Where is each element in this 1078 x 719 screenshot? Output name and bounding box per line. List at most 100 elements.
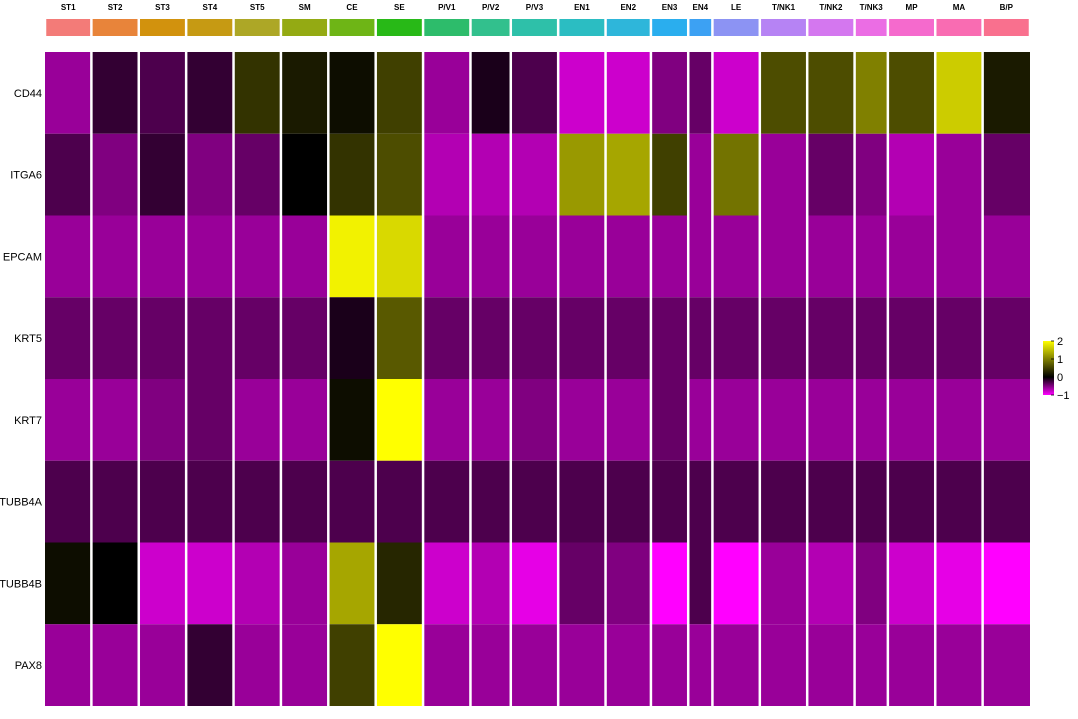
heatmap-cell — [558, 297, 606, 379]
heatmap-cell — [558, 542, 606, 625]
heatmap-cell — [470, 297, 511, 379]
gene-label: TUBB4B — [0, 578, 42, 590]
cluster-separator — [137, 52, 141, 706]
heatmap-cell — [605, 624, 651, 706]
cluster-label: T/NK2 — [819, 3, 843, 12]
heatmap-cell — [138, 460, 187, 543]
cluster-label: ST3 — [155, 3, 170, 12]
cluster-color-bar — [512, 19, 557, 36]
heatmap-cell — [887, 379, 936, 461]
heatmap-cell — [470, 133, 511, 216]
heatmap-cell — [91, 52, 139, 134]
cluster-separator — [711, 52, 714, 706]
heatmap-cell — [982, 460, 1030, 543]
heatmap-cell — [982, 542, 1030, 625]
heatmap-cell — [935, 460, 983, 543]
heatmap-cell — [510, 460, 559, 543]
cluster-separator — [509, 52, 513, 706]
cluster-label: CE — [346, 3, 358, 12]
heatmap-cell — [887, 460, 936, 543]
cluster-separator — [604, 52, 607, 706]
heatmap-cell — [510, 379, 559, 461]
cluster-label: MP — [906, 3, 919, 12]
heatmap-cell — [91, 215, 139, 298]
heatmap-cell — [45, 133, 92, 216]
heatmap-cell — [470, 379, 511, 461]
cluster-color-bar — [234, 19, 280, 36]
heatmap-cell — [280, 297, 329, 379]
heatmap-cell — [712, 215, 760, 298]
heatmap-cell — [423, 460, 471, 543]
gene-label: KRT5 — [14, 333, 42, 345]
heatmap-cell — [558, 624, 606, 706]
heatmap-cell — [712, 542, 760, 625]
cluster-separator — [556, 52, 560, 706]
heatmap-cell — [423, 379, 471, 461]
heatmap-cell — [688, 379, 713, 461]
heatmap-cell — [935, 542, 983, 625]
heatmap-cell — [854, 624, 888, 706]
heatmap-cell — [510, 215, 559, 298]
heatmap-cell — [759, 542, 808, 625]
heatmap-cell — [328, 52, 376, 134]
gene-label: ITGA6 — [10, 170, 42, 182]
heatmap-cell — [650, 624, 689, 706]
cluster-separator — [90, 52, 93, 706]
heatmap-cell — [558, 215, 606, 298]
heatmap-cell — [605, 460, 651, 543]
heatmap-cell — [759, 460, 808, 543]
cluster-color-bar — [329, 19, 375, 36]
heatmap-cell — [982, 624, 1030, 706]
heatmap-cell — [91, 379, 139, 461]
heatmap-cell — [759, 624, 808, 706]
heatmap-cell — [558, 52, 606, 134]
heatmap-cell — [91, 460, 139, 543]
heatmap-cell — [935, 624, 983, 706]
heatmap-cell — [423, 133, 471, 216]
heatmap-cell — [712, 297, 760, 379]
heatmap-cell — [650, 133, 689, 216]
heatmap-cell — [423, 215, 471, 298]
heatmap-cell — [45, 379, 92, 461]
heatmap-cell — [650, 215, 689, 298]
heatmap-cell — [423, 297, 471, 379]
heatmap-cell — [375, 542, 424, 625]
heatmap-cell — [328, 133, 376, 216]
gene-labels: CD44 ITGA6 EPCAM KRT5 KRT7 TUBB4A TUBB4B PAX8 — [0, 88, 43, 672]
heatmap-cell — [807, 297, 855, 379]
heatmap-cell — [982, 379, 1030, 461]
heatmap-cell — [328, 542, 376, 625]
cluster-color-bar — [983, 19, 1029, 36]
heatmap-cell — [887, 52, 936, 134]
cluster-color-bar — [187, 19, 233, 36]
heatmap-cell — [233, 52, 281, 134]
heatmap-cell — [935, 52, 983, 134]
heatmap-cell — [605, 379, 651, 461]
heatmap-cell — [688, 624, 713, 706]
cluster-separator — [758, 52, 762, 706]
cluster-color-bar — [652, 19, 687, 36]
cluster-color-bar — [282, 19, 328, 36]
cluster-color-bar — [471, 19, 510, 36]
heatmap-cell — [854, 379, 888, 461]
heatmap-cell — [688, 215, 713, 298]
cluster-separators — [90, 52, 984, 706]
cluster-color-bar — [689, 19, 712, 36]
cluster-separator — [886, 52, 890, 706]
legend-tick-label: 2 — [1057, 336, 1063, 348]
heatmap-cell — [854, 542, 888, 625]
cluster-color-bar — [889, 19, 934, 36]
cluster-separator — [981, 52, 984, 706]
heatmap-cell — [138, 542, 187, 625]
heatmap-cell — [807, 460, 855, 543]
heatmap-cell — [558, 460, 606, 543]
heatmap-cell — [423, 624, 471, 706]
cluster-color-bar — [855, 19, 887, 36]
cluster-label: ST2 — [108, 3, 123, 12]
heatmap-cell — [233, 624, 281, 706]
heatmap-cell — [887, 133, 936, 216]
heatmap-cell — [935, 379, 983, 461]
heatmap-cell — [45, 215, 92, 298]
